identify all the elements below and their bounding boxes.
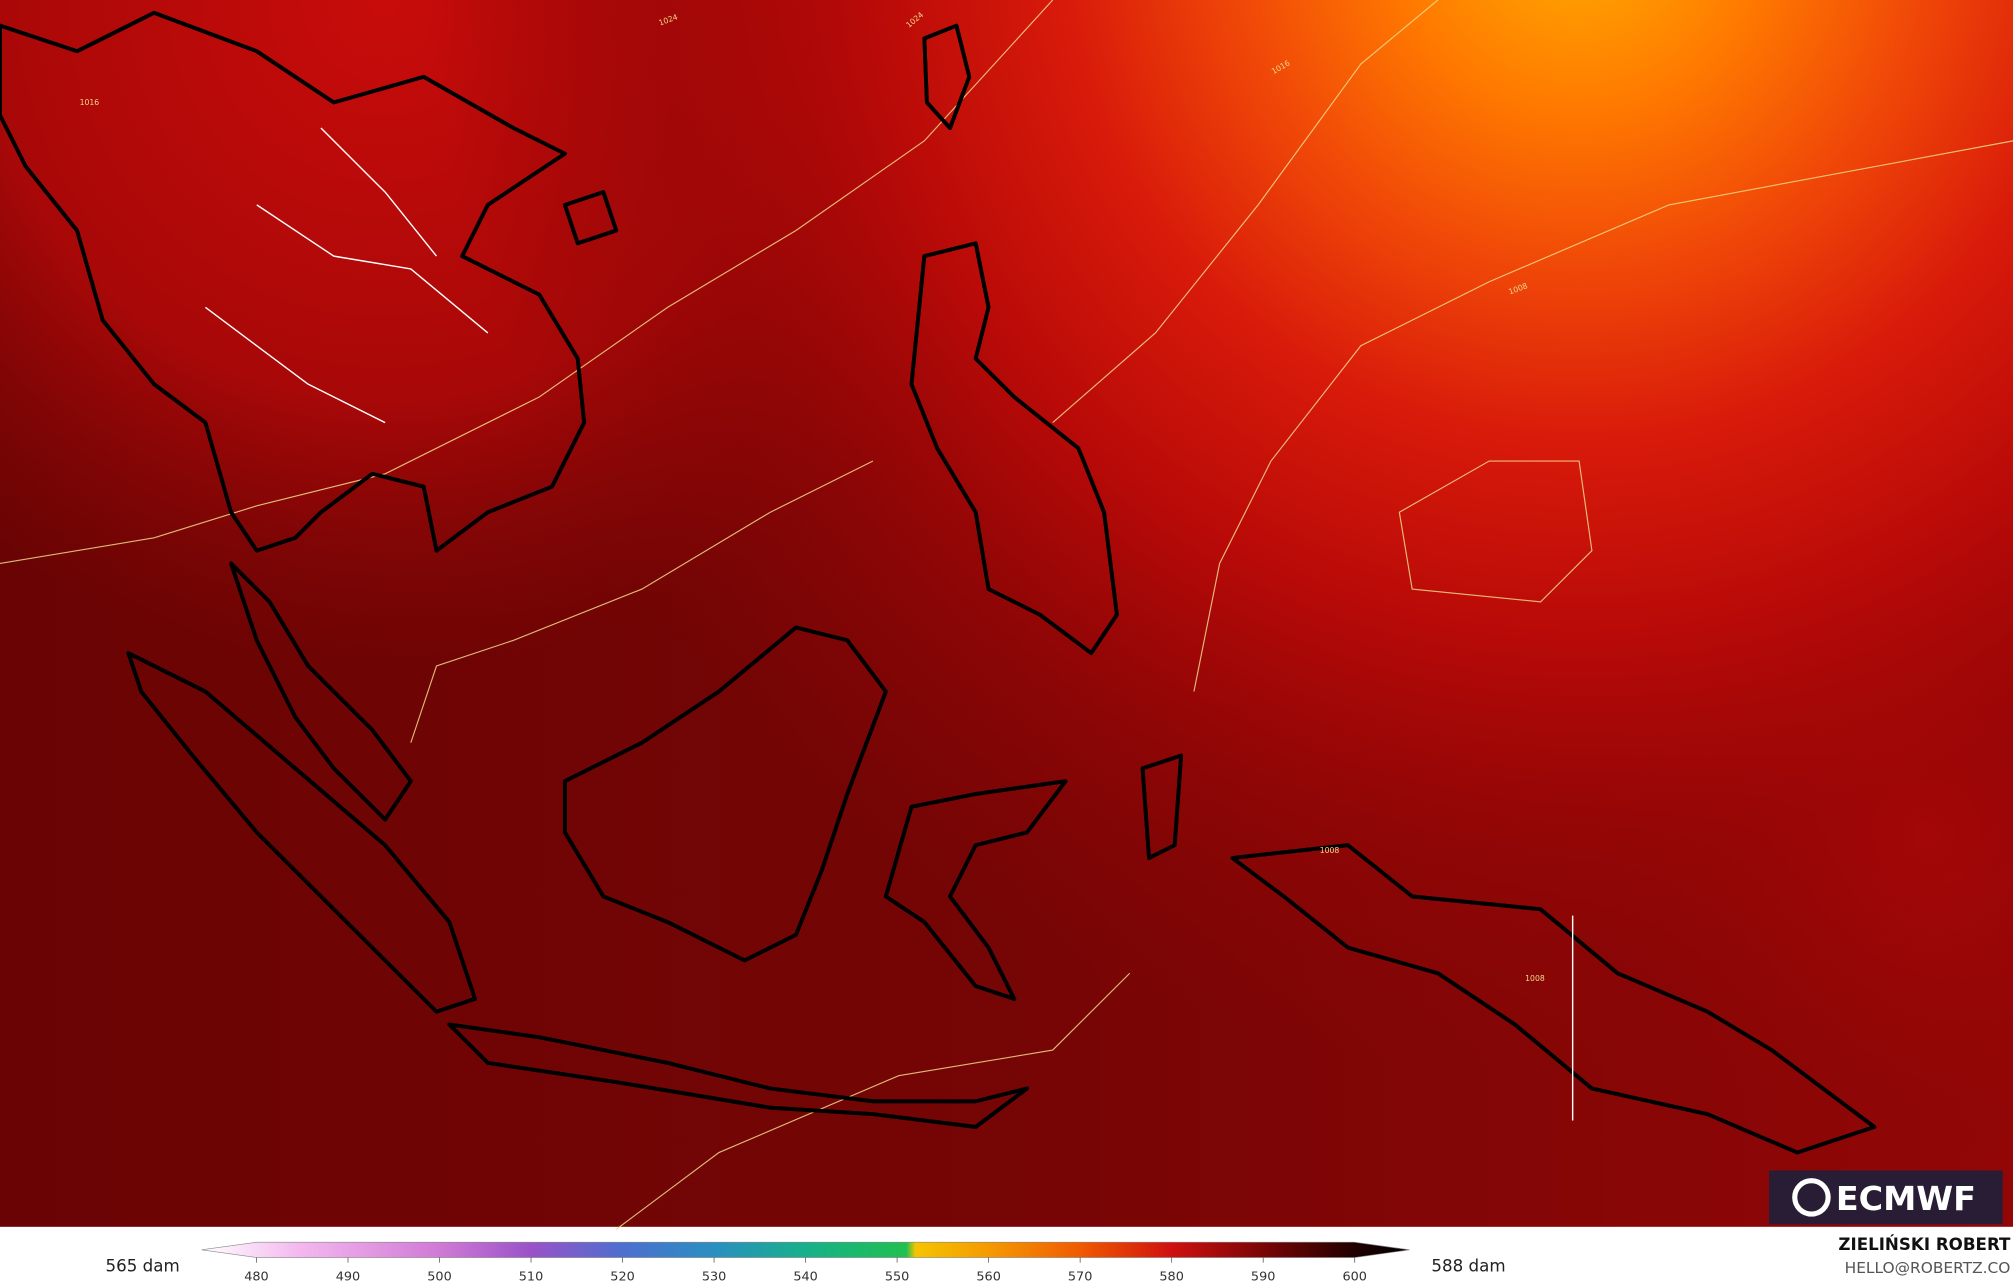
left-label: 565 dam [106, 1257, 180, 1276]
colorbar-area: 565 dam 588 dam ZIELIŃSKI ROBERT HELLO@R… [106, 1235, 2012, 1285]
logo-box: ECMWF [1769, 1170, 2003, 1225]
contact: HELLO@ROBERTZ.CO [1845, 1259, 2011, 1277]
contour-label: 1016 [80, 98, 100, 107]
colorbar-tick-label: 550 [885, 1270, 909, 1285]
logo-icon [1792, 1178, 1831, 1217]
colorbar-tick-label: 570 [1068, 1270, 1092, 1285]
author: ZIELIŃSKI ROBERT [1838, 1235, 2011, 1254]
colorbar-tick-label: 580 [1159, 1270, 1183, 1285]
contour-label: 1008 [1320, 846, 1340, 855]
colorbar-tick-label: 600 [1342, 1270, 1366, 1285]
right-label: 588 dam [1431, 1257, 1505, 1276]
coastlines [0, 10, 1877, 1155]
colorbar [201, 1241, 1410, 1258]
colorbar-tick-label: 530 [702, 1270, 726, 1285]
colorbar-tick-label: 540 [793, 1270, 817, 1285]
logo-text: ECMWF [1836, 1179, 1976, 1218]
colorbar-tick-label: 480 [244, 1270, 268, 1285]
colorbar-tick-label: 490 [336, 1270, 360, 1285]
colorbar-tick-label: 560 [976, 1270, 1000, 1285]
height-field [0, 0, 2013, 1227]
colorbar-tick-label: 500 [427, 1270, 451, 1285]
colorbar-tick-label: 520 [610, 1270, 634, 1285]
colorbar-tick-label: 510 [519, 1270, 543, 1285]
contour-label: 1008 [1525, 974, 1545, 983]
isobars [0, 0, 2013, 1230]
colorbar-tick-label: 590 [1251, 1270, 1275, 1285]
